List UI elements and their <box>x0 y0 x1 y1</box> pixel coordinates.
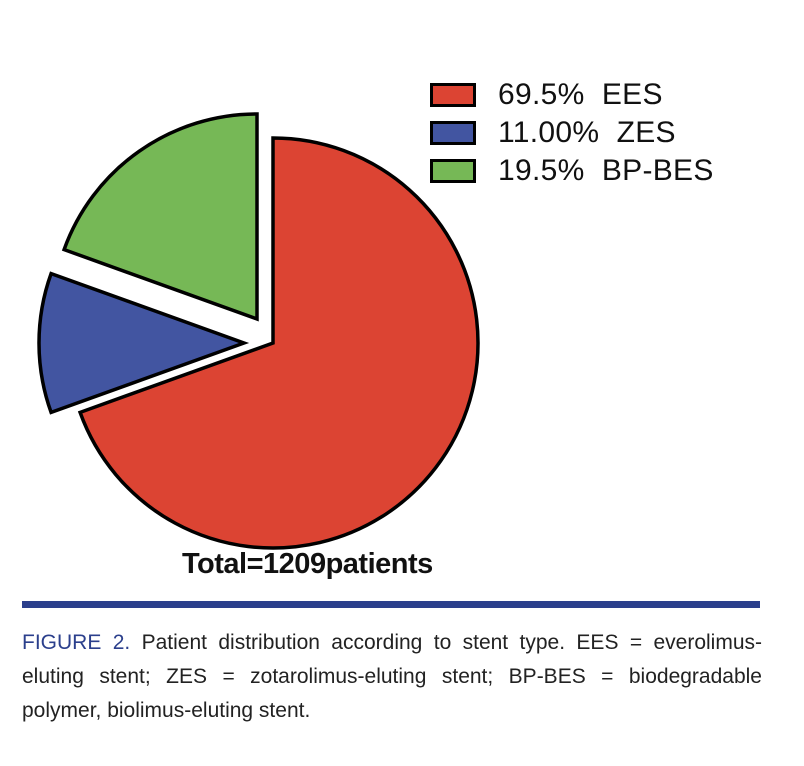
total-patients-label: Total=1209patients <box>182 548 433 580</box>
caption-divider <box>22 601 760 608</box>
legend-label: 69.5% EES <box>498 78 663 111</box>
legend-label: 11.00% ZES <box>498 116 676 149</box>
figure-number: FIGURE 2. <box>22 631 131 654</box>
legend-item-ees: 69.5% EES <box>430 76 714 114</box>
slice-bp-bes <box>61 112 259 322</box>
legend-swatch-zes <box>430 121 476 145</box>
legend-swatch-ees <box>430 83 476 107</box>
chart-legend: 69.5% EES 11.00% ZES 19.5% BP-BES <box>430 76 714 190</box>
legend-swatch-bp-bes <box>430 159 476 183</box>
figure-caption: FIGURE 2. Patient distribution according… <box>22 626 762 728</box>
legend-item-bp-bes: 19.5% BP-BES <box>430 152 714 190</box>
slice-ees <box>77 136 480 550</box>
slice-zes <box>37 271 250 415</box>
legend-label: 19.5% BP-BES <box>498 154 714 187</box>
legend-item-zes: 11.00% ZES <box>430 114 714 152</box>
caption-text: Patient distribution according to stent … <box>22 631 762 722</box>
pie-chart <box>37 112 480 550</box>
